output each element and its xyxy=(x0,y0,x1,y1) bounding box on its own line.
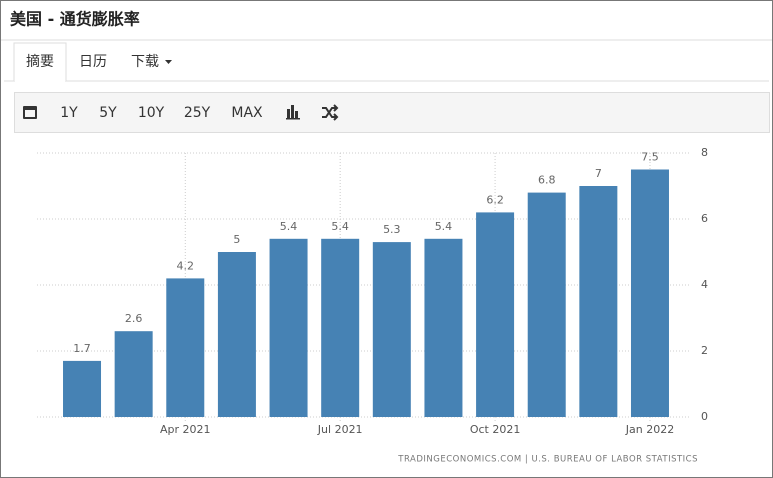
calendar-icon[interactable] xyxy=(23,106,37,119)
range-button[interactable]: 5Y xyxy=(99,105,117,121)
range-button[interactable]: 10Y xyxy=(138,105,165,121)
source: TRADINGECONOMICS.COM | U.S. BUREAU OF LA… xyxy=(397,455,698,465)
bar-chart-icon[interactable] xyxy=(286,105,300,120)
value-label: 5.4 xyxy=(435,220,453,233)
value-label: 2.6 xyxy=(125,312,143,325)
bar xyxy=(269,238,308,417)
range-button[interactable]: 25Y xyxy=(184,105,211,121)
active-tab xyxy=(13,42,67,81)
bar xyxy=(424,238,463,417)
bar xyxy=(114,331,153,417)
x-tick-label: Oct 2021 xyxy=(470,423,521,436)
shuffle-icon[interactable] xyxy=(322,104,339,121)
tab[interactable]: 下载 xyxy=(131,54,159,70)
toolbar xyxy=(14,92,770,133)
bar xyxy=(630,169,669,417)
value-label: 6.8 xyxy=(538,174,556,187)
bar xyxy=(579,186,618,417)
y-tick-label: 6 xyxy=(701,212,708,225)
bar xyxy=(321,238,360,417)
x-tick-label: Jul 2021 xyxy=(317,423,363,436)
value-label: 5 xyxy=(233,233,240,246)
bar xyxy=(527,192,566,417)
x-tick-label: Apr 2021 xyxy=(160,423,211,436)
value-label: 1.7 xyxy=(73,342,91,355)
x-tick-label: Jan 2022 xyxy=(625,423,674,436)
range-button[interactable]: MAX xyxy=(231,105,263,121)
dropdown-caret[interactable] xyxy=(165,60,172,64)
value-label: 5.4 xyxy=(331,220,349,233)
value-label: 7 xyxy=(595,167,602,180)
tab[interactable]: 摘要 xyxy=(26,53,54,70)
value-label: 5.4 xyxy=(280,220,298,233)
y-tick-label: 8 xyxy=(701,146,708,159)
bar xyxy=(166,278,205,417)
y-tick-label: 4 xyxy=(701,278,708,291)
bar xyxy=(217,252,256,417)
y-tick-label: 2 xyxy=(701,344,708,357)
value-label: 5.3 xyxy=(383,223,401,236)
bar xyxy=(476,212,515,417)
page-title: 美国 - 通货膨胀率 xyxy=(10,10,140,29)
value-label: 7.5 xyxy=(641,151,659,164)
value-label: 6.2 xyxy=(486,193,504,206)
bar xyxy=(372,242,411,417)
tab[interactable]: 日历 xyxy=(79,54,107,70)
y-tick-label: 0 xyxy=(701,410,708,423)
value-label: 4.2 xyxy=(177,259,195,272)
bar xyxy=(63,360,102,417)
range-button[interactable]: 1Y xyxy=(60,105,78,121)
